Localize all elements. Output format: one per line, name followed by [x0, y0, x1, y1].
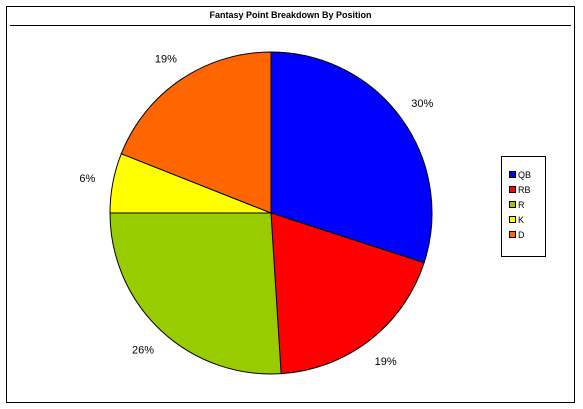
- chart-title: Fantasy Point Breakdown By Position: [209, 10, 372, 20]
- legend-swatch-d: [509, 231, 516, 238]
- legend-swatch-r: [509, 201, 516, 208]
- pie-slice-r: [109, 212, 282, 375]
- slice-label-rb: 19%: [375, 356, 397, 368]
- legend-label-qb: QB: [518, 169, 532, 180]
- legend-label-d: D: [518, 229, 525, 240]
- legend-swatch-k: [509, 216, 516, 223]
- legend-swatch-rb: [509, 186, 516, 193]
- pie-slice-rb: [270, 212, 425, 375]
- legend-item-d: D: [509, 227, 545, 242]
- chart-legend: QB RB R K D: [501, 156, 546, 257]
- slice-label-d: 19%: [155, 53, 177, 65]
- legend-swatch-qb: [509, 171, 516, 178]
- legend-item-rb: RB: [509, 182, 545, 197]
- legend-label-k: K: [518, 214, 525, 225]
- legend-item-r: R: [509, 197, 545, 212]
- slice-label-k: 6%: [79, 173, 95, 185]
- legend-label-rb: RB: [518, 184, 531, 195]
- legend-label-r: R: [518, 199, 525, 210]
- slice-label-qb: 30%: [411, 98, 433, 110]
- title-divider: [10, 25, 571, 26]
- pie-slice-d: [120, 51, 272, 214]
- slice-label-r: 26%: [132, 344, 154, 356]
- legend-item-qb: QB: [509, 167, 545, 182]
- pie-slice-qb: [270, 51, 433, 264]
- legend-item-k: K: [509, 212, 545, 227]
